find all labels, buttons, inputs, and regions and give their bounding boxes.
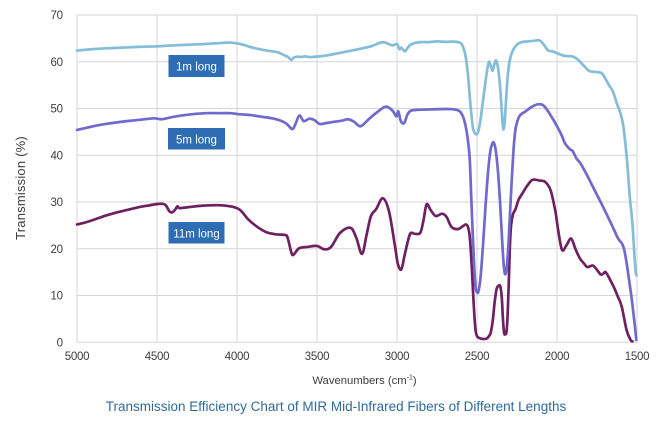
svg-text:Transmission Efficiency Chart: Transmission Efficiency Chart of MIR Mid… [106,399,567,414]
svg-text:5m long: 5m long [176,134,217,146]
svg-text:1500: 1500 [625,351,649,363]
svg-text:70: 70 [50,10,62,22]
svg-text:5000: 5000 [65,351,89,363]
svg-text:60: 60 [50,57,62,69]
svg-text:Transmission (%): Transmission (%) [13,136,28,240]
svg-text:Wavenumbers (cm-1): Wavenumbers (cm-1) [312,375,417,388]
svg-text:30: 30 [50,197,62,209]
svg-text:4500: 4500 [145,351,169,363]
svg-text:3000: 3000 [385,351,409,363]
svg-text:40: 40 [50,150,62,162]
svg-text:4000: 4000 [225,351,249,363]
svg-text:50: 50 [50,104,62,116]
svg-text:11m long: 11m long [173,228,219,240]
svg-text:1m long: 1m long [176,62,217,74]
svg-text:2500: 2500 [465,351,489,363]
svg-text:0: 0 [57,338,63,350]
svg-text:20: 20 [50,244,62,256]
svg-text:2000: 2000 [545,351,569,363]
svg-text:10: 10 [50,291,62,303]
svg-text:3500: 3500 [305,351,329,363]
